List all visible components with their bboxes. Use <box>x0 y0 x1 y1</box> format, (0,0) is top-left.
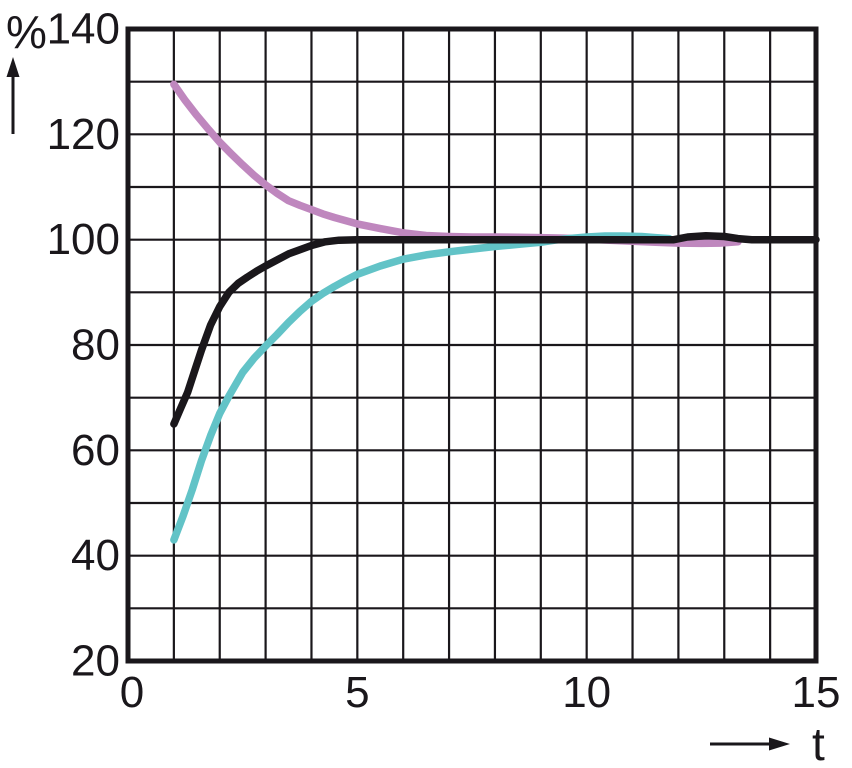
y-axis-arrow-icon <box>6 57 20 134</box>
x-axis-tick-labels: 0 5 10 15 <box>120 668 841 717</box>
x-tick-10: 10 <box>562 668 611 717</box>
y-tick-100: 100 <box>47 215 120 264</box>
y-tick-80: 80 <box>71 321 120 370</box>
y-axis-tick-labels: 140 120 100 80 60 40 20 <box>47 5 120 686</box>
y-tick-120: 120 <box>47 110 120 159</box>
plot-border <box>125 26 819 664</box>
x-tick-0: 0 <box>120 668 144 717</box>
y-tick-60: 60 <box>71 426 120 475</box>
curves <box>170 80 820 544</box>
y-tick-140: 140 <box>47 5 120 54</box>
grid-lines <box>126 27 818 663</box>
x-axis-arrow-icon <box>710 737 790 751</box>
y-tick-20: 20 <box>71 637 120 686</box>
x-tick-5: 5 <box>345 668 369 717</box>
y-axis-label: % <box>6 6 47 58</box>
black-curve <box>170 231 820 428</box>
y-tick-40: 40 <box>71 531 120 580</box>
pink-curve <box>170 80 742 248</box>
x-axis-label: t <box>812 718 825 768</box>
x-tick-15: 15 <box>792 668 841 717</box>
cyan-curve <box>170 232 673 544</box>
